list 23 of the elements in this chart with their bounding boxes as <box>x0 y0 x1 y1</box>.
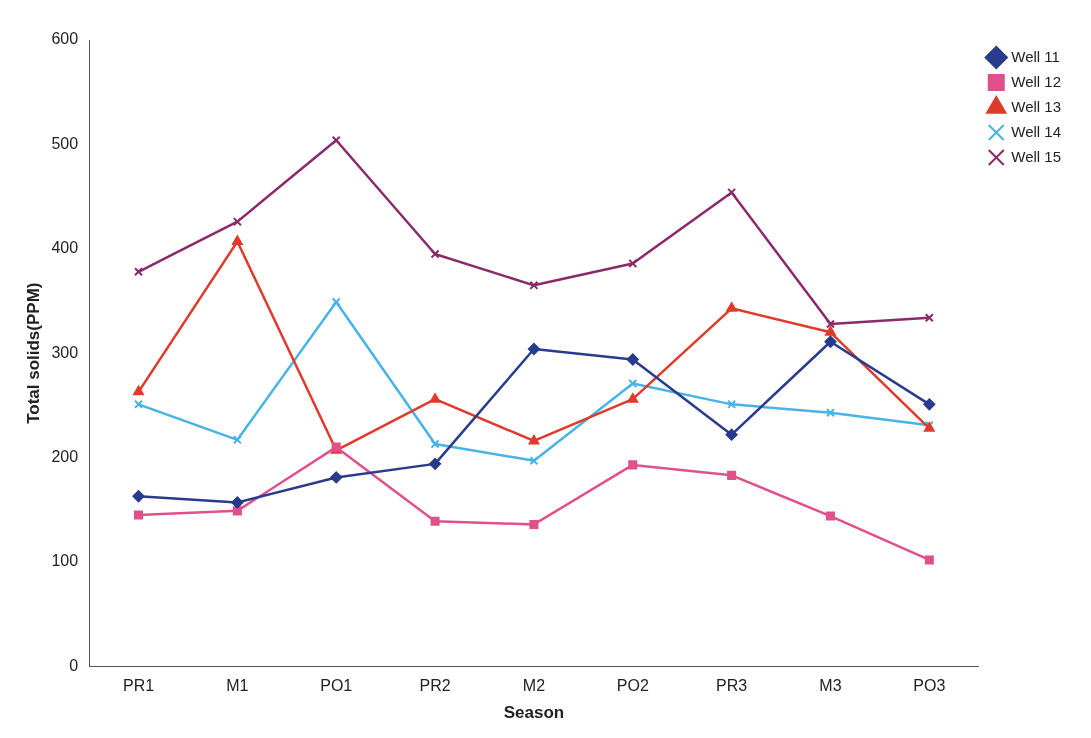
y-tick-label: 100 <box>51 552 79 570</box>
x-tick-label: M2 <box>522 677 546 695</box>
y-tick-label: 0 <box>69 656 79 674</box>
x-tick-label: M3 <box>819 677 842 695</box>
legend-label: Well 13 <box>1011 97 1061 115</box>
x-tick-label: PO1 <box>320 677 353 695</box>
y-tick-label: 600 <box>51 30 79 48</box>
x-axis-title: Season <box>503 703 565 723</box>
legend-label: Well 11 <box>1011 47 1060 65</box>
x-tick-label: M1 <box>226 677 249 695</box>
x-tick-label: PR2 <box>419 677 451 695</box>
y-tick-label: 300 <box>51 343 79 361</box>
legend-label: Well 15 <box>1011 147 1061 165</box>
y-axis-title: Total solids(PPM) <box>23 282 43 424</box>
legend-label: Well 14 <box>1011 122 1061 140</box>
y-tick-label: 200 <box>51 448 79 466</box>
y-tick-label: 400 <box>51 239 79 257</box>
x-tick-label: PO3 <box>913 677 946 695</box>
x-tick-label: PR3 <box>716 677 748 695</box>
legend-label: Well 12 <box>1011 72 1061 90</box>
x-tick-label: PR1 <box>122 677 155 695</box>
y-tick-label: 500 <box>51 134 79 152</box>
x-tick-label: PO2 <box>616 677 649 695</box>
